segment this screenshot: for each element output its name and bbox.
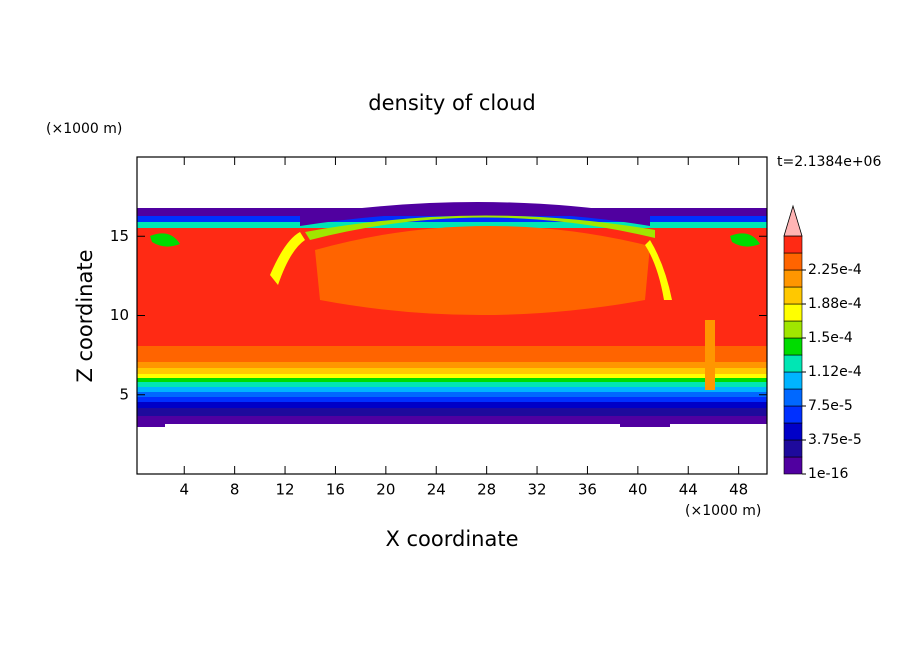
colorbar-box: [783, 303, 803, 322]
colorbar-box: [783, 405, 803, 424]
contour-band: [270, 232, 305, 285]
y-tick-label: 5: [119, 385, 129, 403]
colorbar-box: [783, 371, 803, 390]
x-tick-label: 24: [427, 481, 446, 499]
contour-band: [620, 424, 670, 427]
y-tick-label: 15: [110, 227, 129, 245]
x-tick-label: 44: [679, 481, 698, 499]
colorbar-box: [783, 388, 803, 407]
colorbar-extend: [783, 204, 803, 237]
colorbar-tick-label: 7.5e-5: [808, 398, 853, 414]
y-tick-label: 10: [110, 306, 129, 324]
contour-band: [137, 402, 767, 408]
contour-band: [730, 233, 760, 247]
contour-band: [137, 424, 165, 427]
contour-band: [305, 215, 655, 240]
x-tick-label: 8: [230, 481, 240, 499]
contour-band: [137, 382, 767, 387]
contour-band: [300, 202, 650, 226]
contour-band: [137, 346, 767, 362]
x-tick-label: 16: [326, 481, 345, 499]
x-tick-label: 20: [376, 481, 395, 499]
colorbar-box: [783, 252, 803, 271]
colorbar-box: [783, 439, 803, 458]
time-annotation: t=2.1384e+06: [777, 154, 881, 170]
colorbar-box: [783, 286, 803, 305]
contour-band: [137, 368, 767, 374]
contour-band: [645, 240, 672, 300]
x-tick-label: 32: [528, 481, 547, 499]
colorbar-box: [783, 320, 803, 339]
contour-band: [137, 416, 767, 424]
x-tick-label: 36: [578, 481, 597, 499]
y-axis-label: Z coordinate: [73, 249, 97, 382]
contour-band: [137, 374, 767, 378]
x-tick-label: 28: [477, 481, 496, 499]
colorbar-tick-label: 2.25e-4: [808, 262, 862, 278]
colorbar-tick-label: 1e-16: [808, 466, 848, 482]
colorbar-tick-label: 1.88e-4: [808, 296, 862, 312]
colorbar-tick-label: 1.12e-4: [808, 364, 862, 380]
contour-band: [137, 362, 767, 368]
contour-band: [137, 392, 767, 397]
contour-field: [137, 202, 767, 427]
y-unit: (×1000 m): [46, 121, 122, 137]
contour-band: [137, 216, 767, 222]
x-axis-label: X coordinate: [385, 527, 518, 551]
contour-band: [705, 320, 715, 390]
colorbar-tick-label: 1.5e-4: [808, 330, 853, 346]
colorbar-box: [783, 235, 803, 254]
contour-band: [315, 225, 650, 315]
colorbar-tick-label: 3.75e-5: [808, 432, 862, 448]
contour-band: [137, 378, 767, 382]
colorbar-box: [783, 456, 803, 475]
colorbar-box: [783, 422, 803, 441]
x-tick-label: 12: [276, 481, 295, 499]
x-tick-label: 4: [179, 481, 189, 499]
x-tick-label: 48: [729, 481, 748, 499]
colorbar-box: [783, 354, 803, 373]
colorbar-box: [783, 337, 803, 356]
contour-band: [137, 387, 767, 392]
contour-band: [150, 233, 180, 247]
x-tick-label: 40: [628, 481, 647, 499]
colorbar-box: [783, 269, 803, 288]
contour-band: [137, 222, 767, 228]
contour-band: [137, 397, 767, 402]
chart-title: density of cloud: [368, 91, 535, 115]
contour-band: [137, 408, 767, 416]
x-unit: (×1000 m): [685, 503, 761, 519]
